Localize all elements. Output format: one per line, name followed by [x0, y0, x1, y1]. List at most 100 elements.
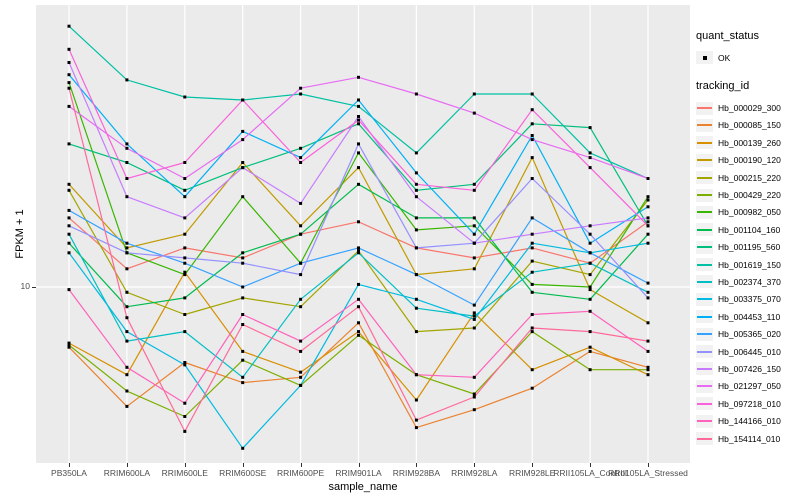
series-color-swatch [697, 159, 712, 162]
legend-item: Hb_007426_150 [696, 360, 800, 377]
data-point [241, 161, 245, 164]
series-color-swatch [697, 141, 712, 144]
data-point [241, 98, 245, 102]
legend-tracking-id-items: Hb_000029_300 Hb_000085_150 Hb_000139_260 H… [696, 99, 800, 447]
x-tick-mark [532, 463, 534, 467]
data-point [299, 201, 303, 205]
data-point [588, 261, 592, 265]
data-point [646, 224, 650, 228]
data-point [646, 205, 650, 209]
x-tick-mark [648, 463, 649, 467]
data-point [241, 285, 245, 289]
data-point [125, 305, 129, 309]
data-point [183, 161, 187, 164]
series-color-swatch [697, 280, 712, 283]
data-point [125, 195, 129, 199]
data-point [472, 188, 476, 192]
data-point [67, 188, 71, 192]
series-color-swatch [697, 176, 712, 179]
data-point [588, 151, 592, 155]
legend-key-line-icon [696, 240, 713, 254]
legend-item-label: Hb_004453_110 [718, 311, 781, 322]
data-point [299, 232, 303, 236]
legend-key-point-icon [696, 51, 713, 65]
data-point [183, 216, 187, 220]
data-point [530, 330, 534, 334]
data-point [646, 216, 650, 220]
data-point [183, 401, 187, 405]
x-axis-title: sample_name [328, 481, 398, 493]
data-point [530, 368, 534, 372]
data-point [530, 232, 534, 236]
data-point [125, 246, 129, 250]
data-point [588, 285, 592, 289]
data-point [588, 349, 592, 353]
series-color-swatch [697, 333, 712, 336]
legend-item-label: Hb_002374_370 [718, 276, 781, 287]
data-point [125, 330, 129, 334]
x-tick-label: RRIM928LE [509, 468, 556, 478]
x-tick-label: RRIM600LE [161, 468, 208, 478]
data-point [125, 316, 129, 320]
data-point [414, 297, 418, 301]
data-point [241, 256, 245, 260]
data-point [646, 220, 650, 224]
y-tick-label: 10 [20, 281, 30, 291]
data-point [588, 309, 592, 313]
data-point [646, 373, 650, 377]
data-point [357, 104, 360, 108]
data-point [530, 313, 534, 316]
data-point [241, 446, 245, 450]
data-point [357, 166, 360, 170]
data-point [183, 313, 187, 316]
legend-key-line-icon [696, 171, 713, 185]
data-point [530, 386, 534, 390]
data-point [414, 151, 418, 155]
data-point [414, 195, 418, 199]
data-point [357, 151, 360, 155]
y-tick-mark [32, 287, 36, 288]
data-point [357, 182, 360, 186]
legend-item: Hb_000139_260 [696, 134, 800, 151]
x-tick-mark [300, 463, 302, 467]
data-point [414, 188, 418, 192]
data-point [530, 92, 534, 96]
data-point [125, 177, 129, 180]
data-point [472, 216, 476, 220]
series-color-swatch [697, 263, 712, 266]
data-point [414, 306, 418, 310]
legend-item: Hb_001619_150 [696, 256, 800, 273]
series-color-swatch [697, 124, 712, 127]
data-point [588, 330, 592, 334]
data-point [646, 368, 650, 372]
legend-key-line-icon [696, 275, 713, 289]
data-point [530, 270, 534, 274]
data-point [183, 270, 187, 274]
data-point [67, 288, 71, 292]
data-point [183, 177, 187, 180]
data-point [472, 375, 476, 379]
legend-item-ok: OK [696, 49, 800, 66]
data-point [67, 251, 71, 255]
data-point [588, 368, 592, 372]
data-point [357, 122, 360, 126]
data-point [299, 339, 303, 343]
data-point [530, 246, 534, 250]
legend-item: Hb_000190_120 [696, 152, 800, 169]
data-point [646, 198, 650, 202]
x-tick-label: RRIM600SE [219, 468, 267, 478]
data-point [67, 24, 71, 28]
data-point [646, 339, 650, 343]
data-point [299, 273, 303, 277]
data-point [357, 118, 360, 122]
data-point [241, 251, 245, 255]
legend-key-line-icon [696, 258, 713, 272]
data-point [472, 392, 476, 396]
legend-key-line-icon [696, 292, 713, 306]
data-point [299, 224, 303, 228]
data-point [241, 381, 245, 385]
series-color-swatch [697, 315, 712, 318]
data-point [472, 241, 476, 245]
legend-key-line-icon [696, 362, 713, 376]
data-point [299, 146, 303, 150]
